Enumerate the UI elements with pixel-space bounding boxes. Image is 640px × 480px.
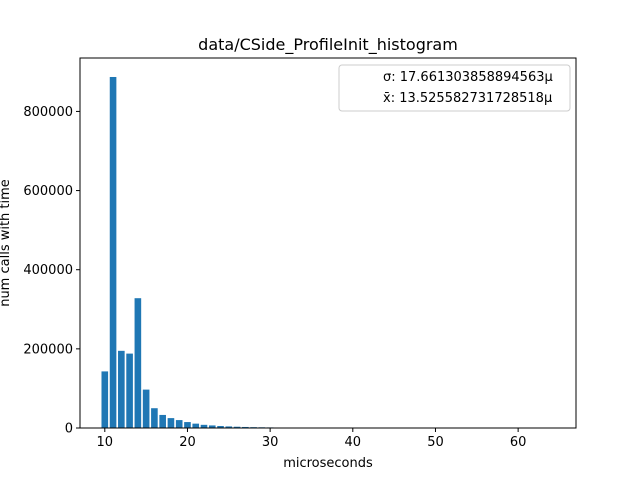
y-axis-label: num calls with time (0, 179, 13, 307)
legend-entry-sigma: σ: 17.661303858894563µ (383, 70, 553, 85)
x-tick-label: 40 (345, 435, 362, 450)
bar-15 (142, 389, 150, 428)
x-tick-label: 30 (262, 435, 279, 450)
x-tick-label: 20 (179, 435, 196, 450)
bar-16 (151, 408, 158, 428)
chart-title: data/CSide_ProfileInit_histogram (198, 35, 458, 55)
bar-13 (126, 353, 133, 428)
bar-18 (167, 418, 175, 428)
bar-19 (175, 420, 183, 428)
bar-20 (184, 422, 191, 428)
y-tick-label: 400000 (23, 263, 73, 278)
plot-frame (79, 57, 577, 429)
bar-10 (101, 371, 109, 428)
y-tick-label: 200000 (23, 342, 73, 357)
bar-25 (225, 426, 233, 428)
x-tick-label: 50 (427, 435, 444, 450)
bar-26 (233, 426, 241, 428)
y-tick-label: 600000 (23, 184, 73, 199)
bars (101, 76, 456, 429)
plot-area (80, 58, 576, 428)
bar-24 (217, 426, 224, 428)
y-tick-label: 0 (65, 422, 73, 437)
bar-14 (134, 298, 142, 428)
legend-entry-mean: x̄: 13.525582731728518µ (383, 91, 552, 106)
y-tick-label: 800000 (23, 105, 73, 120)
bar-27 (242, 426, 249, 428)
bar-21 (192, 423, 200, 428)
bar-12 (118, 350, 125, 428)
legend-box (338, 64, 571, 112)
x-tick-label: 60 (510, 435, 527, 450)
x-axis-label: microseconds (283, 456, 373, 471)
legend: σ: 17.661303858894563µ x̄: 13.5255827317… (338, 64, 571, 112)
bar-22 (200, 424, 208, 428)
bar-11 (109, 76, 117, 429)
bar-23 (208, 425, 216, 428)
x-tick-label: 10 (97, 435, 114, 450)
bar-17 (159, 414, 166, 428)
axis-ticks: 10 20 30 40 50 60 0 200000 400000 600000 800000 (23, 105, 526, 450)
